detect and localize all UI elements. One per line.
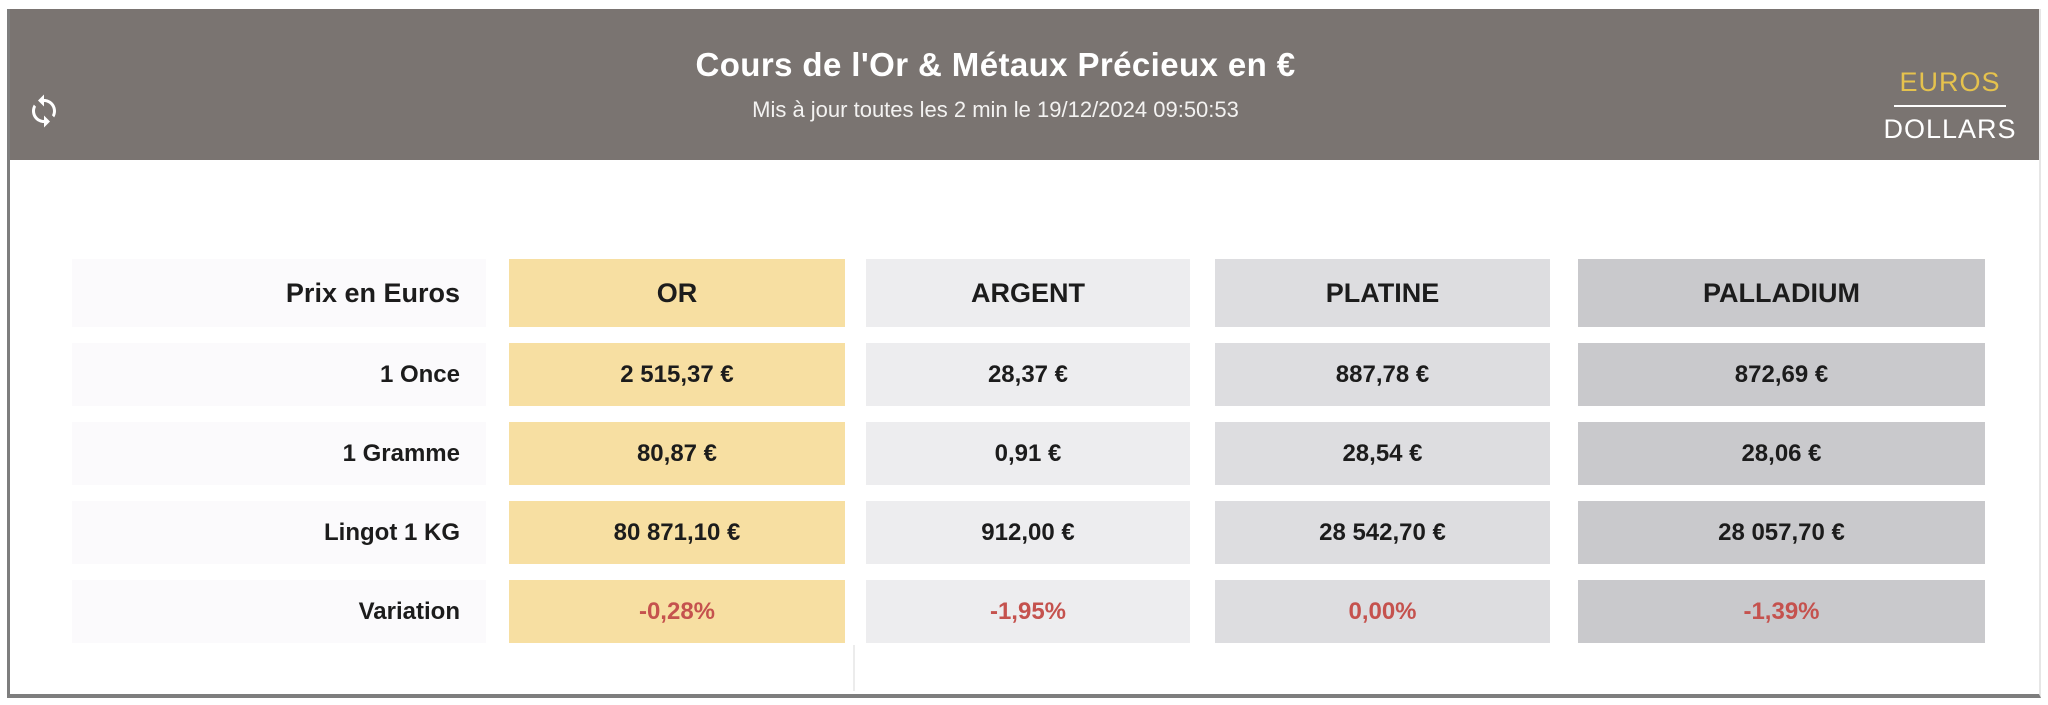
variation-cell-or: -0,28% [509,580,845,643]
currency-dollars-button[interactable]: DOLLARS [1883,114,2017,144]
table-header-row: Prix en Euros OR ARGENT PLATINE PALLADIU… [72,259,2039,327]
table-row-once: 1 Once 2 515,37 € 28,37 € 887,78 € 872,6… [72,343,2039,406]
variation-cell-argent: -1,95% [866,580,1190,643]
corner-cell: Prix en Euros [72,259,486,327]
header-center: Cours de l'Or & Métaux Précieux en € Mis… [130,9,1861,160]
refresh-icon [26,93,62,129]
column-header-argent: ARGENT [866,259,1190,327]
price-cell-or-lingot: 80 871,10 € [509,501,845,564]
row-label-once: 1 Once [72,343,486,406]
last-updated-text: Mis à jour toutes les 2 min le 19/12/202… [752,97,1239,122]
price-cell-or-gramme: 80,87 € [509,422,845,485]
currency-divider [1894,105,2006,107]
row-label-variation: Variation [72,580,486,643]
price-cell-argent-lingot: 912,00 € [866,501,1190,564]
table-row-lingot: Lingot 1 KG 80 871,10 € 912,00 € 28 542,… [72,501,2039,564]
price-cell-platine-once: 887,78 € [1215,343,1550,406]
currency-switch: EUROS DOLLARS [1875,67,2025,145]
header-band-right: EUROS DOLLARS [1861,9,2039,160]
price-cell-platine-lingot: 28 542,70 € [1215,501,1550,564]
price-cell-palladium-once: 872,69 € [1578,343,1985,406]
refresh-button[interactable] [26,93,62,129]
variation-cell-platine: 0,00% [1215,580,1550,643]
price-cell-argent-gramme: 0,91 € [866,422,1190,485]
price-cell-argent-once: 28,37 € [866,343,1190,406]
row-label-gramme: 1 Gramme [72,422,486,485]
price-cell-or-once: 2 515,37 € [509,343,845,406]
header-band-left [10,9,130,160]
header-band: Cours de l'Or & Métaux Précieux en € Mis… [10,9,2039,160]
prices-table: Prix en Euros OR ARGENT PLATINE PALLADIU… [72,259,2039,643]
column-header-platine: PLATINE [1215,259,1550,327]
widget-edge-line [853,645,855,691]
widget-title: Cours de l'Or & Métaux Précieux en € [695,46,1296,83]
price-cell-platine-gramme: 28,54 € [1215,422,1550,485]
price-cell-palladium-lingot: 28 057,70 € [1578,501,1985,564]
variation-cell-palladium: -1,39% [1578,580,1985,643]
column-header-palladium: PALLADIUM [1578,259,1985,327]
table-row-gramme: 1 Gramme 80,87 € 0,91 € 28,54 € 28,06 € [72,422,2039,485]
gold-price-widget: Cours de l'Or & Métaux Précieux en € Mis… [7,9,2041,698]
row-label-lingot: Lingot 1 KG [72,501,486,564]
currency-euros-button[interactable]: EUROS [1899,67,2001,97]
price-cell-palladium-gramme: 28,06 € [1578,422,1985,485]
column-header-or: OR [509,259,845,327]
table-row-variation: Variation -0,28% -1,95% 0,00% -1,39% [72,580,2039,643]
